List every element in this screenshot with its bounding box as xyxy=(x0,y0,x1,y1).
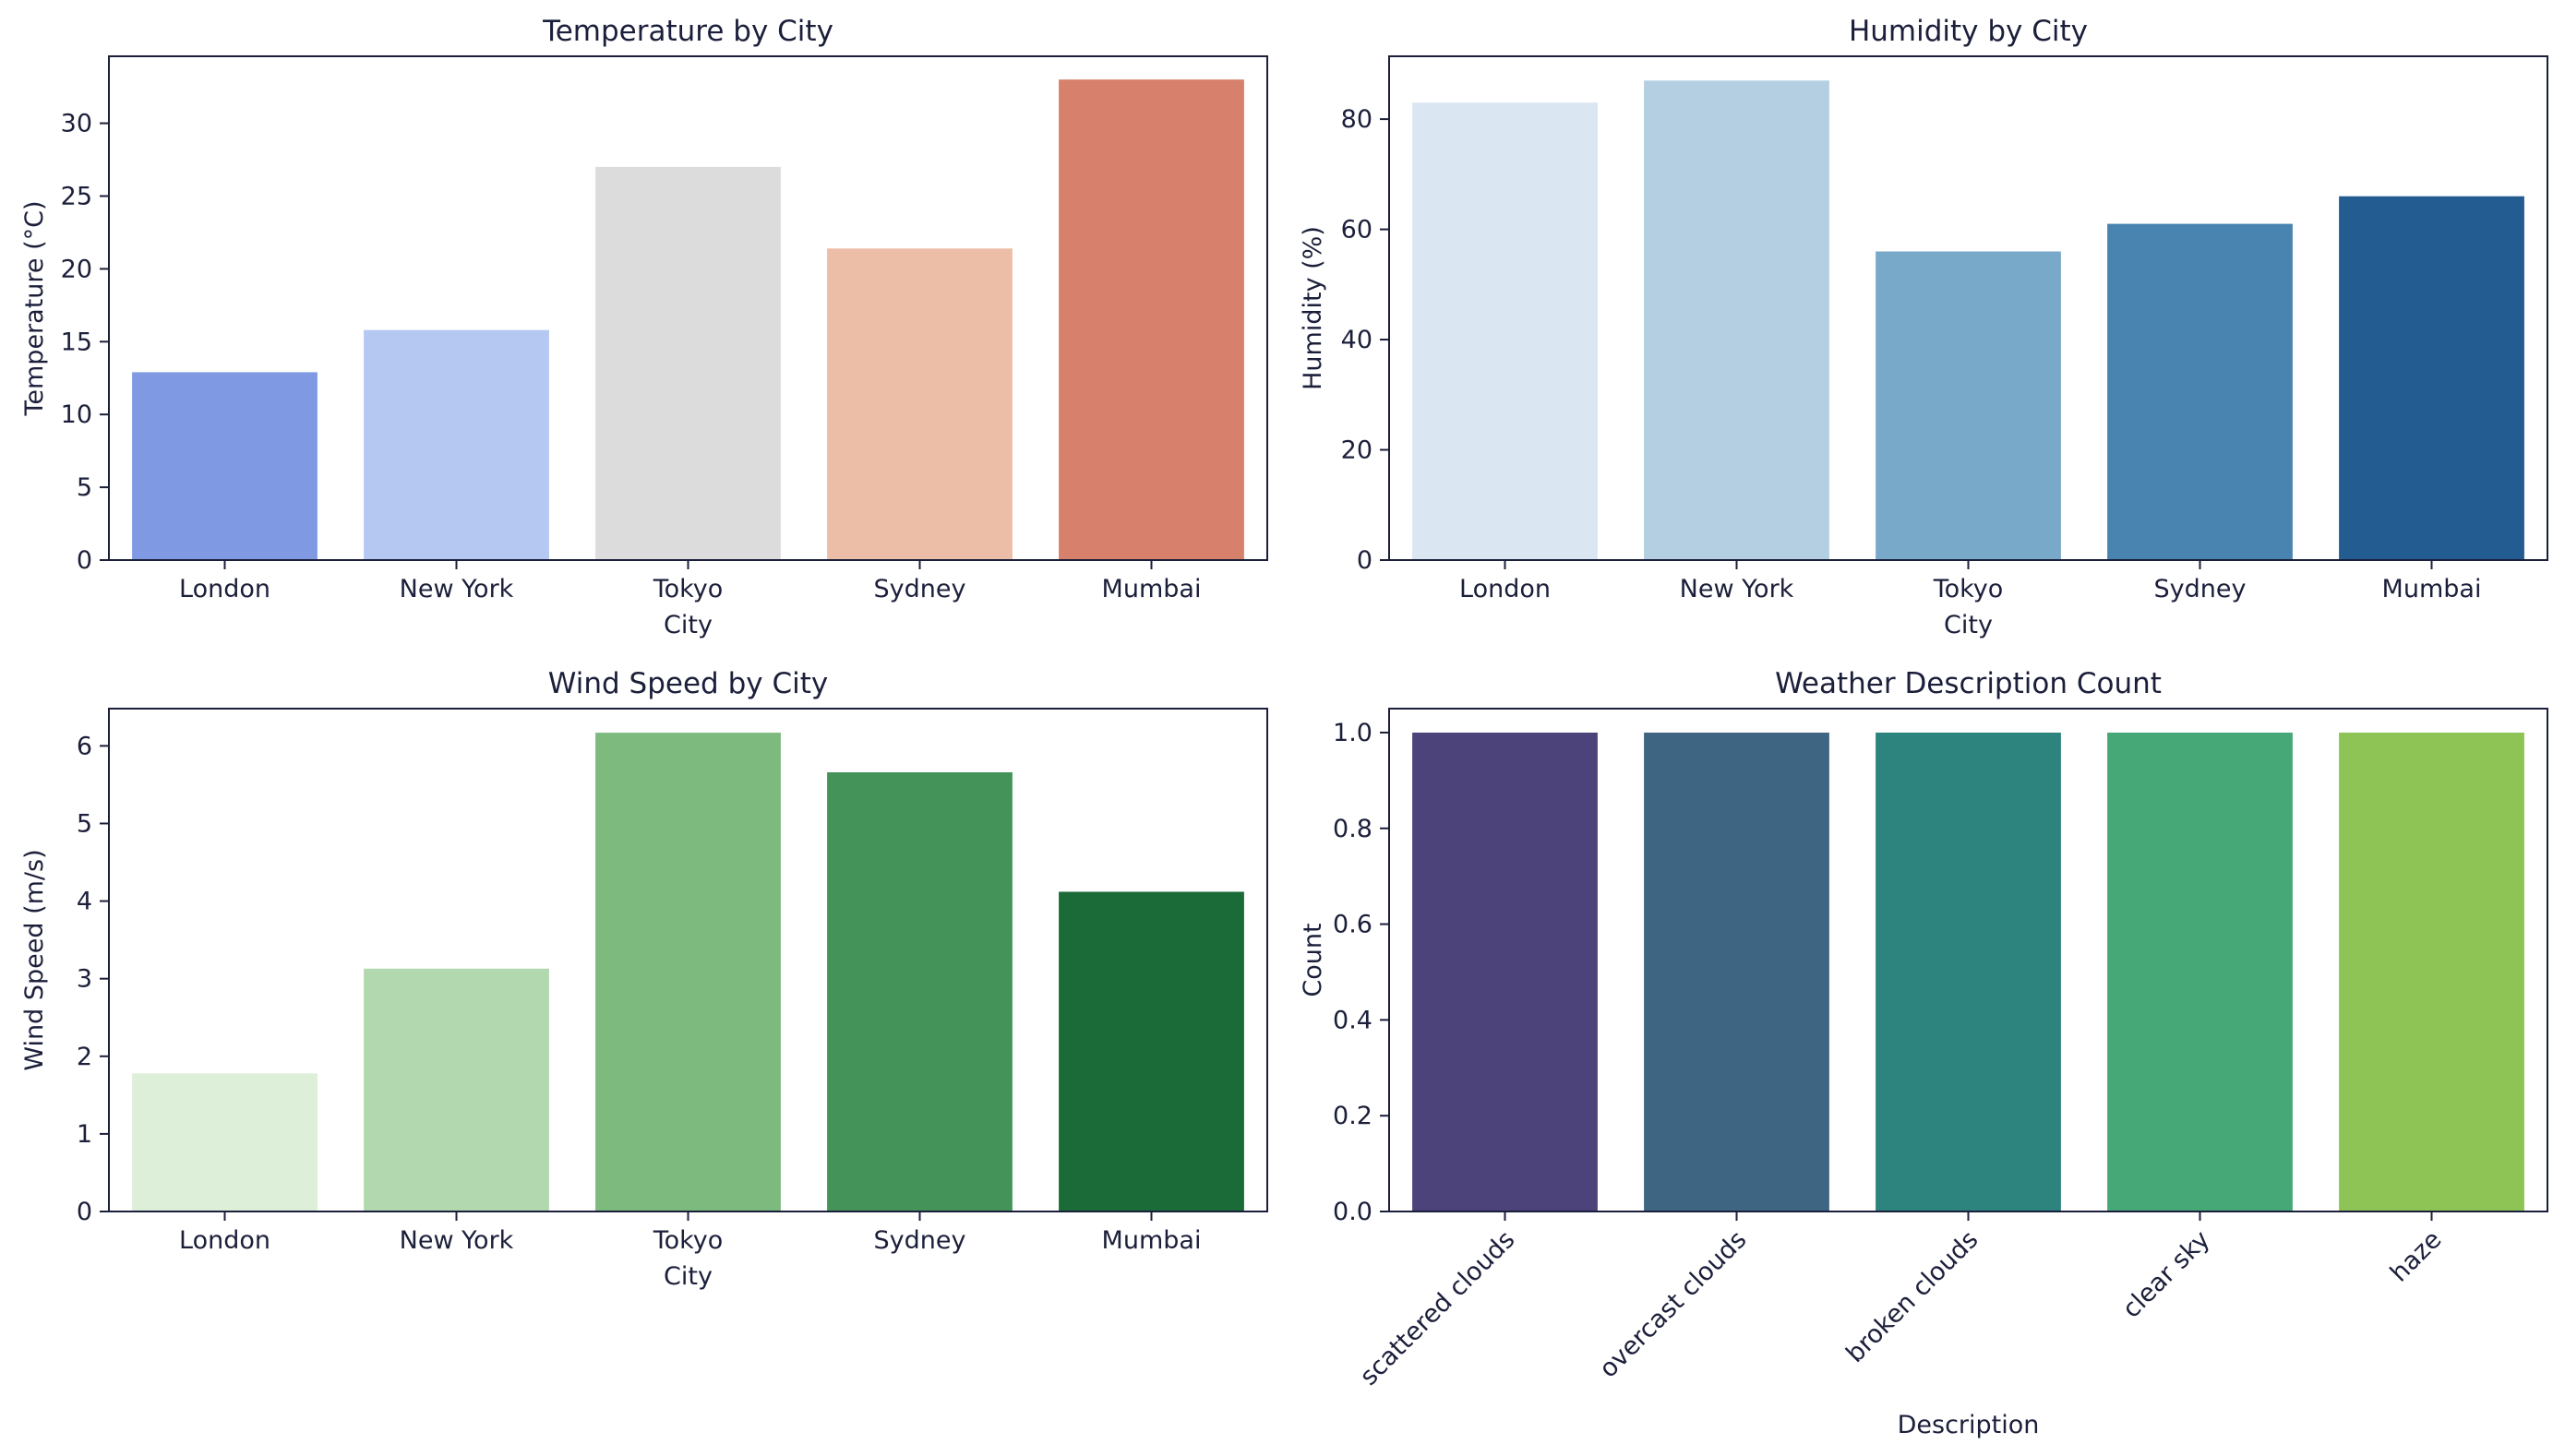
bar-tokyo xyxy=(595,166,781,560)
y-tick-label: 0 xyxy=(77,1198,92,1226)
y-tick-label: 5 xyxy=(77,809,92,838)
bar-haze xyxy=(2339,733,2524,1211)
bar-london xyxy=(132,1073,318,1211)
y-tick-label: 30 xyxy=(61,110,92,138)
x-tick-label: Tokyo xyxy=(1933,575,2004,603)
y-tick-label: 0.8 xyxy=(1333,815,1372,843)
chart-title: Weather Description Count xyxy=(1775,667,2162,700)
bar-new-york xyxy=(364,968,549,1211)
bar-clear-sky xyxy=(2107,733,2293,1211)
bar-london xyxy=(1412,102,1598,560)
y-tick-label: 60 xyxy=(1341,216,1372,245)
bar-sydney xyxy=(827,772,1013,1211)
y-tick-label: 0.6 xyxy=(1333,911,1372,939)
y-axis-label: Temperature (°C) xyxy=(20,200,49,416)
bar-scattered-clouds xyxy=(1412,733,1598,1211)
x-tick-label: clear sky xyxy=(2117,1225,2216,1324)
y-tick-label: 15 xyxy=(61,328,92,356)
y-axis-label: Count xyxy=(1299,923,1327,997)
bar-tokyo xyxy=(1876,251,2061,560)
x-tick-label: Tokyo xyxy=(653,575,724,603)
bar-mumbai xyxy=(2339,196,2524,560)
y-tick-label: 1 xyxy=(77,1120,92,1149)
bar-new-york xyxy=(1644,80,1829,561)
x-tick-label: Mumbai xyxy=(2382,575,2482,603)
y-tick-label: 3 xyxy=(77,965,92,994)
chart-panel-2: 0 20 40 60 80 London New York Tokyo Sydney Mumbai… xyxy=(1299,15,2548,639)
y-tick-label: 4 xyxy=(77,888,92,916)
bar-overcast-clouds xyxy=(1644,733,1829,1211)
y-tick-label: 0 xyxy=(1357,546,1372,575)
x-tick-label: Sydney xyxy=(874,1226,966,1255)
y-tick-label: 10 xyxy=(61,400,92,429)
x-tick-label: Tokyo xyxy=(653,1226,724,1255)
y-tick-label: 0.2 xyxy=(1333,1102,1372,1130)
x-axis-label: City xyxy=(664,611,713,639)
bar-mumbai xyxy=(1059,891,1244,1211)
bar-sydney xyxy=(2107,223,2293,560)
y-tick-label: 0.0 xyxy=(1333,1198,1372,1226)
x-tick-label: Sydney xyxy=(874,575,966,603)
chart-title: Temperature by City xyxy=(542,15,833,48)
x-tick-label: Mumbai xyxy=(1102,1226,1202,1255)
bar-london xyxy=(132,372,318,560)
y-tick-label: 20 xyxy=(61,255,92,283)
y-tick-label: 25 xyxy=(61,182,92,210)
y-tick-label: 2 xyxy=(77,1043,92,1071)
x-tick-label: New York xyxy=(1680,575,1794,603)
bar-tokyo xyxy=(595,733,781,1211)
y-tick-label: 0 xyxy=(77,546,92,575)
x-tick-label: London xyxy=(179,1226,270,1255)
y-tick-label: 6 xyxy=(77,732,92,760)
y-axis-label: Humidity (%) xyxy=(1299,226,1327,390)
x-tick-label: New York xyxy=(400,1226,514,1255)
bar-broken-clouds xyxy=(1876,733,2061,1211)
y-tick-label: 1.0 xyxy=(1333,719,1372,747)
x-axis-label: Description xyxy=(1898,1411,2040,1439)
chart-panel-1: 0 5 10 15 20 25 30 London New York Tokyo Sydney Mum… xyxy=(20,15,1268,639)
chart-title: Wind Speed by City xyxy=(548,667,828,700)
bar-new-york xyxy=(364,329,549,560)
x-axis-label: City xyxy=(1944,611,1993,639)
x-tick-label: London xyxy=(179,575,270,603)
x-tick-label: Mumbai xyxy=(1102,575,1202,603)
x-tick-label: broken clouds xyxy=(1840,1225,1984,1368)
chart-panel-4: 0.0 0.2 0.4 0.6 0.8 1.0 scattered clouds overca… xyxy=(1299,667,2548,1439)
y-tick-label: 5 xyxy=(77,473,92,502)
x-tick-label: Sydney xyxy=(2154,575,2247,603)
y-tick-label: 80 xyxy=(1341,105,1372,134)
y-tick-label: 0.4 xyxy=(1333,1006,1372,1034)
y-tick-label: 20 xyxy=(1341,436,1372,465)
x-tick-label: New York xyxy=(400,575,514,603)
x-tick-label: London xyxy=(1459,575,1551,603)
bar-sydney xyxy=(827,248,1013,560)
y-axis-label: Wind Speed (m/s) xyxy=(20,849,49,1070)
x-tick-label: scattered clouds xyxy=(1355,1225,1521,1391)
x-tick-label: overcast clouds xyxy=(1594,1225,1752,1383)
x-axis-label: City xyxy=(664,1262,713,1291)
bar-mumbai xyxy=(1059,79,1244,560)
chart-panel-3: 0 1 2 3 4 5 6 London New York Tokyo Sydney Mumbai Wi… xyxy=(20,667,1268,1291)
y-tick-label: 40 xyxy=(1341,326,1372,354)
chart-title: Humidity by City xyxy=(1849,15,2088,48)
x-tick-label: haze xyxy=(2385,1225,2447,1287)
